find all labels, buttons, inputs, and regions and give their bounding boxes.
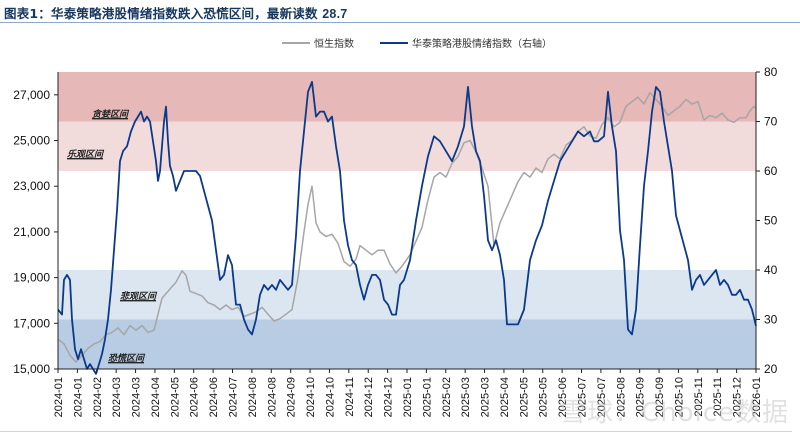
left-tick-label: 21,000: [13, 225, 50, 239]
x-tick-label: 2024-06: [208, 377, 220, 417]
x-tick-label: 2025-05: [518, 377, 530, 417]
legend-swatch-sentiment: [380, 41, 408, 44]
x-tick-label: 2025-10: [673, 377, 685, 417]
x-tick-label: 2024-08: [266, 377, 278, 417]
x-tick-label: 2025-08: [615, 377, 627, 417]
band-0: [58, 72, 756, 122]
x-tick-label: 2025-03: [460, 377, 472, 417]
left-tick-label: 19,000: [13, 271, 50, 285]
legend-swatch-hsi: [282, 41, 310, 44]
x-tick-label: 2025-09: [635, 377, 647, 417]
x-tick-label: 2024-01: [53, 377, 65, 417]
x-tick-label: 2024-08: [247, 377, 259, 417]
left-tick-label: 27,000: [13, 88, 50, 102]
x-tick-label: 2024-09: [286, 377, 298, 417]
chart-title-prefix: 图表1：: [4, 6, 51, 21]
right-tick-label: 40: [764, 263, 778, 277]
x-tick-label: 2024-07: [228, 377, 240, 417]
x-tick-label: 2025-11: [712, 377, 724, 417]
left-tick-label: 17,000: [13, 316, 50, 330]
chart-title-text: 华泰策略港股情绪指数跌入恐慌区间，最新读数: [51, 6, 323, 21]
legend-label-hsi: 恒生指数: [314, 39, 354, 50]
bottom-divider: [0, 431, 792, 432]
left-tick-label: 23,000: [13, 179, 50, 193]
x-tick-label: 2024-02: [92, 377, 104, 417]
x-tick-label: 2025-12: [732, 377, 744, 417]
band-label-0: 贪婪区间: [92, 109, 130, 120]
x-tick-label: 2024-01: [72, 377, 84, 417]
right-tick-label: 70: [764, 115, 778, 129]
x-tick-label: 2025-01: [402, 377, 414, 417]
x-tick-label: 2024-06: [189, 377, 201, 417]
band-label-1: 乐观区间: [67, 149, 105, 160]
x-tick-label: 2025-05: [538, 377, 550, 417]
x-tick-label: 2025-04: [499, 377, 511, 417]
x-tick-label: 2025-07: [596, 377, 608, 417]
legend-item-sentiment: 华泰策略港股情绪指数（右轴）: [380, 35, 552, 50]
x-tick-label: 2024-12: [383, 377, 395, 417]
x-tick-label: 2024-11: [344, 377, 356, 417]
x-tick-label: 2025-06: [557, 377, 569, 417]
band-label-3: 恐慌区间: [108, 353, 146, 364]
x-tick-label: 2024-12: [363, 377, 375, 417]
band-2: [58, 270, 756, 320]
x-tick-label: 2024-03: [111, 377, 123, 417]
right-tick-label: 30: [764, 313, 778, 327]
watermark: 雪球：Choice数据: [560, 398, 790, 428]
x-tick-label: 2024-10: [305, 377, 317, 417]
x-tick-label: 2025-01: [421, 377, 433, 417]
chart-title-value: 28.7: [322, 7, 348, 21]
right-tick-label: 80: [764, 65, 778, 79]
sentiment-line: [57, 81, 757, 375]
left-tick-label: 25,000: [13, 134, 50, 148]
chart-axes: 15,000 17,000 19,000 21,000 23,000 25,000 27,0…: [13, 65, 777, 417]
right-tick-label: 60: [764, 164, 778, 178]
hsi-line: [57, 91, 757, 363]
legend-item-hsi: 恒生指数: [282, 35, 354, 50]
x-tick-label: 2024-10: [324, 377, 336, 417]
chart-legend: 恒生指数 华泰策略港股情绪指数（右轴）: [282, 35, 578, 50]
chart-series: [57, 81, 757, 375]
x-tick-label: 2024-04: [150, 377, 162, 417]
sentiment-bands: [58, 72, 756, 369]
x-tick-label: 2025-03: [480, 377, 492, 417]
legend-label-sentiment: 华泰策略港股情绪指数（右轴）: [412, 39, 552, 50]
band-label-2: 悲观区间: [120, 291, 158, 302]
left-tick-label: 15,000: [13, 362, 50, 376]
right-tick-label: 50: [764, 214, 778, 228]
band-1: [58, 121, 756, 171]
right-tick-label: 20: [764, 362, 778, 376]
chart-title: 图表1：华泰策略港股情绪指数跌入恐慌区间，最新读数 28.7: [4, 3, 347, 22]
x-tick-label: 2025-11: [693, 377, 705, 417]
x-tick-label: 2024-05: [169, 377, 181, 417]
x-tick-label: 2025-02: [441, 377, 453, 417]
x-tick-label: 2025-09: [654, 377, 666, 417]
x-tick-label: 2024-03: [131, 377, 143, 417]
x-tick-label: 2026-01: [751, 377, 763, 417]
title-divider: [0, 22, 800, 23]
band-3: [58, 319, 756, 369]
x-tick-label: 2025-07: [577, 377, 589, 417]
